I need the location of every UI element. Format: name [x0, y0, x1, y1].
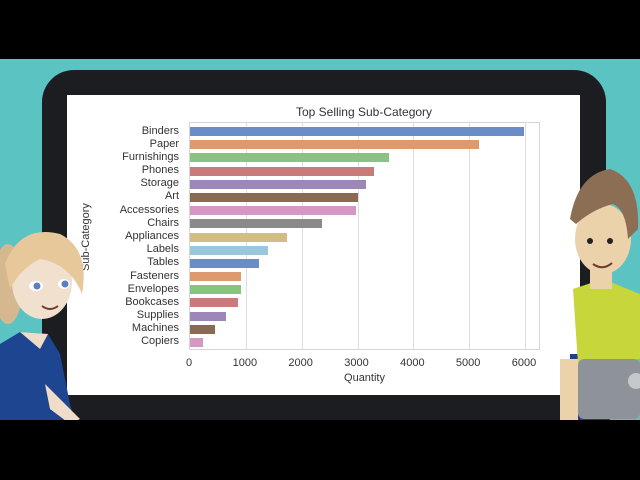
gridline	[413, 123, 415, 349]
x-tick-label: 6000	[511, 357, 537, 369]
x-axis-title: Quantity	[344, 372, 385, 384]
y-tick-label: Bookcases	[125, 295, 179, 308]
plot-area	[189, 122, 540, 350]
y-tick-label: Storage	[140, 177, 179, 190]
bar-copiers	[190, 337, 204, 347]
gridline	[301, 123, 303, 349]
bar-supplies	[190, 311, 227, 321]
bar-accessories	[190, 206, 357, 216]
bar-labels	[190, 245, 269, 255]
chart-title: Top Selling Sub-Category	[295, 105, 433, 119]
y-tick-label: Machines	[131, 322, 179, 335]
chart-screen: Top Selling Sub-Category Sub-Category Bi…	[67, 95, 580, 395]
y-tick-label: Tables	[147, 256, 179, 269]
bar-fasteners	[190, 272, 242, 282]
x-tick-label: 1000	[232, 357, 258, 369]
bar-phones	[190, 166, 374, 176]
y-tick-label: Envelopes	[127, 282, 179, 295]
bar-tables	[190, 258, 260, 268]
y-tick-label: Furnishings	[122, 150, 179, 163]
bar-binders	[190, 127, 524, 137]
scene-background: Top Selling Sub-Category Sub-Category Bi…	[0, 59, 640, 420]
x-axis-ticks: 0 1000 2000 3000 4000 5000 6000	[185, 357, 540, 371]
x-tick-label: 4000	[400, 357, 425, 369]
y-tick-label: Phones	[141, 164, 179, 177]
y-axis-labels: Binders Paper Furnishings Phones Storage Art A…	[67, 122, 179, 350]
x-tick-label: 2000	[288, 357, 313, 369]
bar-envelopes	[190, 285, 241, 295]
y-tick-label: Binders	[141, 124, 179, 137]
y-tick-label: Appliances	[125, 230, 179, 242]
y-tick-label: Labels	[146, 243, 179, 256]
x-tick-label: 5000	[455, 357, 481, 369]
bar-machines	[190, 324, 215, 334]
gridline	[357, 123, 359, 349]
bar-storage	[190, 179, 367, 189]
gridline	[525, 123, 526, 349]
y-tick-label: Art	[164, 190, 179, 203]
y-tick-label: Supplies	[136, 309, 179, 322]
bar-appliances	[190, 232, 287, 242]
y-tick-label: Fasteners	[130, 269, 179, 282]
bar-art	[190, 192, 358, 202]
bar-chairs	[190, 219, 322, 229]
girl-character	[0, 232, 84, 420]
x-tick-label: 0	[185, 357, 193, 369]
x-tick-label: 3000	[344, 357, 369, 369]
tablet-frame: Top Selling Sub-Category Sub-Category Bi…	[42, 70, 606, 420]
letterbox-top	[0, 0, 640, 59]
y-tick-label: Copiers	[141, 335, 179, 348]
y-tick-label: Paper	[149, 137, 179, 150]
bar-paper	[190, 140, 480, 150]
y-tick-label: Accessories	[119, 203, 179, 216]
gridline	[469, 123, 471, 349]
y-tick-label: Chairs	[147, 216, 179, 229]
bar-furnishings	[190, 153, 389, 163]
bar-bookcases	[190, 298, 239, 308]
letterbox-bottom	[0, 420, 640, 480]
boy-character	[560, 169, 640, 420]
